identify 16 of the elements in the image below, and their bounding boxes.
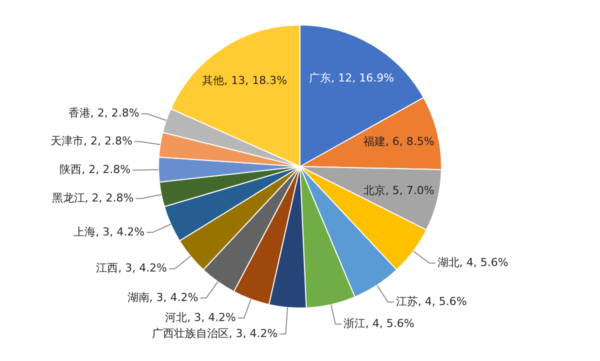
slice-label: 北京, 5, 7.0% <box>363 184 434 197</box>
slice-label: 黑龙江, 2, 2.8% <box>52 191 134 204</box>
slice-label: 天津市, 2, 2.8% <box>50 134 132 148</box>
slice-label: 江西, 3, 4.2% <box>96 262 168 275</box>
slice-label: 河北, 3, 4.2% <box>165 310 236 324</box>
slice-label: 广东, 12, 16.9% <box>309 72 394 85</box>
slice-label: 江苏, 4, 5.6% <box>396 294 467 308</box>
slice-label: 湖南, 3, 4.2% <box>127 290 198 304</box>
slice-label: 浙江, 4, 5.6% <box>343 316 414 330</box>
slice-label: 香港, 2, 2.8% <box>68 106 140 120</box>
slice-label: 广西壮族自治区, 3, 4.2% <box>152 326 278 340</box>
slice-label: 其他, 13, 18.3% <box>202 74 288 87</box>
slice-label: 湖北, 4, 5.6% <box>437 256 508 270</box>
slice-label: 福建, 6, 8.5% <box>363 134 434 148</box>
slice-label: 上海, 3, 4.2% <box>74 225 145 238</box>
slice-label: 陕西, 2, 2.8% <box>60 162 131 176</box>
